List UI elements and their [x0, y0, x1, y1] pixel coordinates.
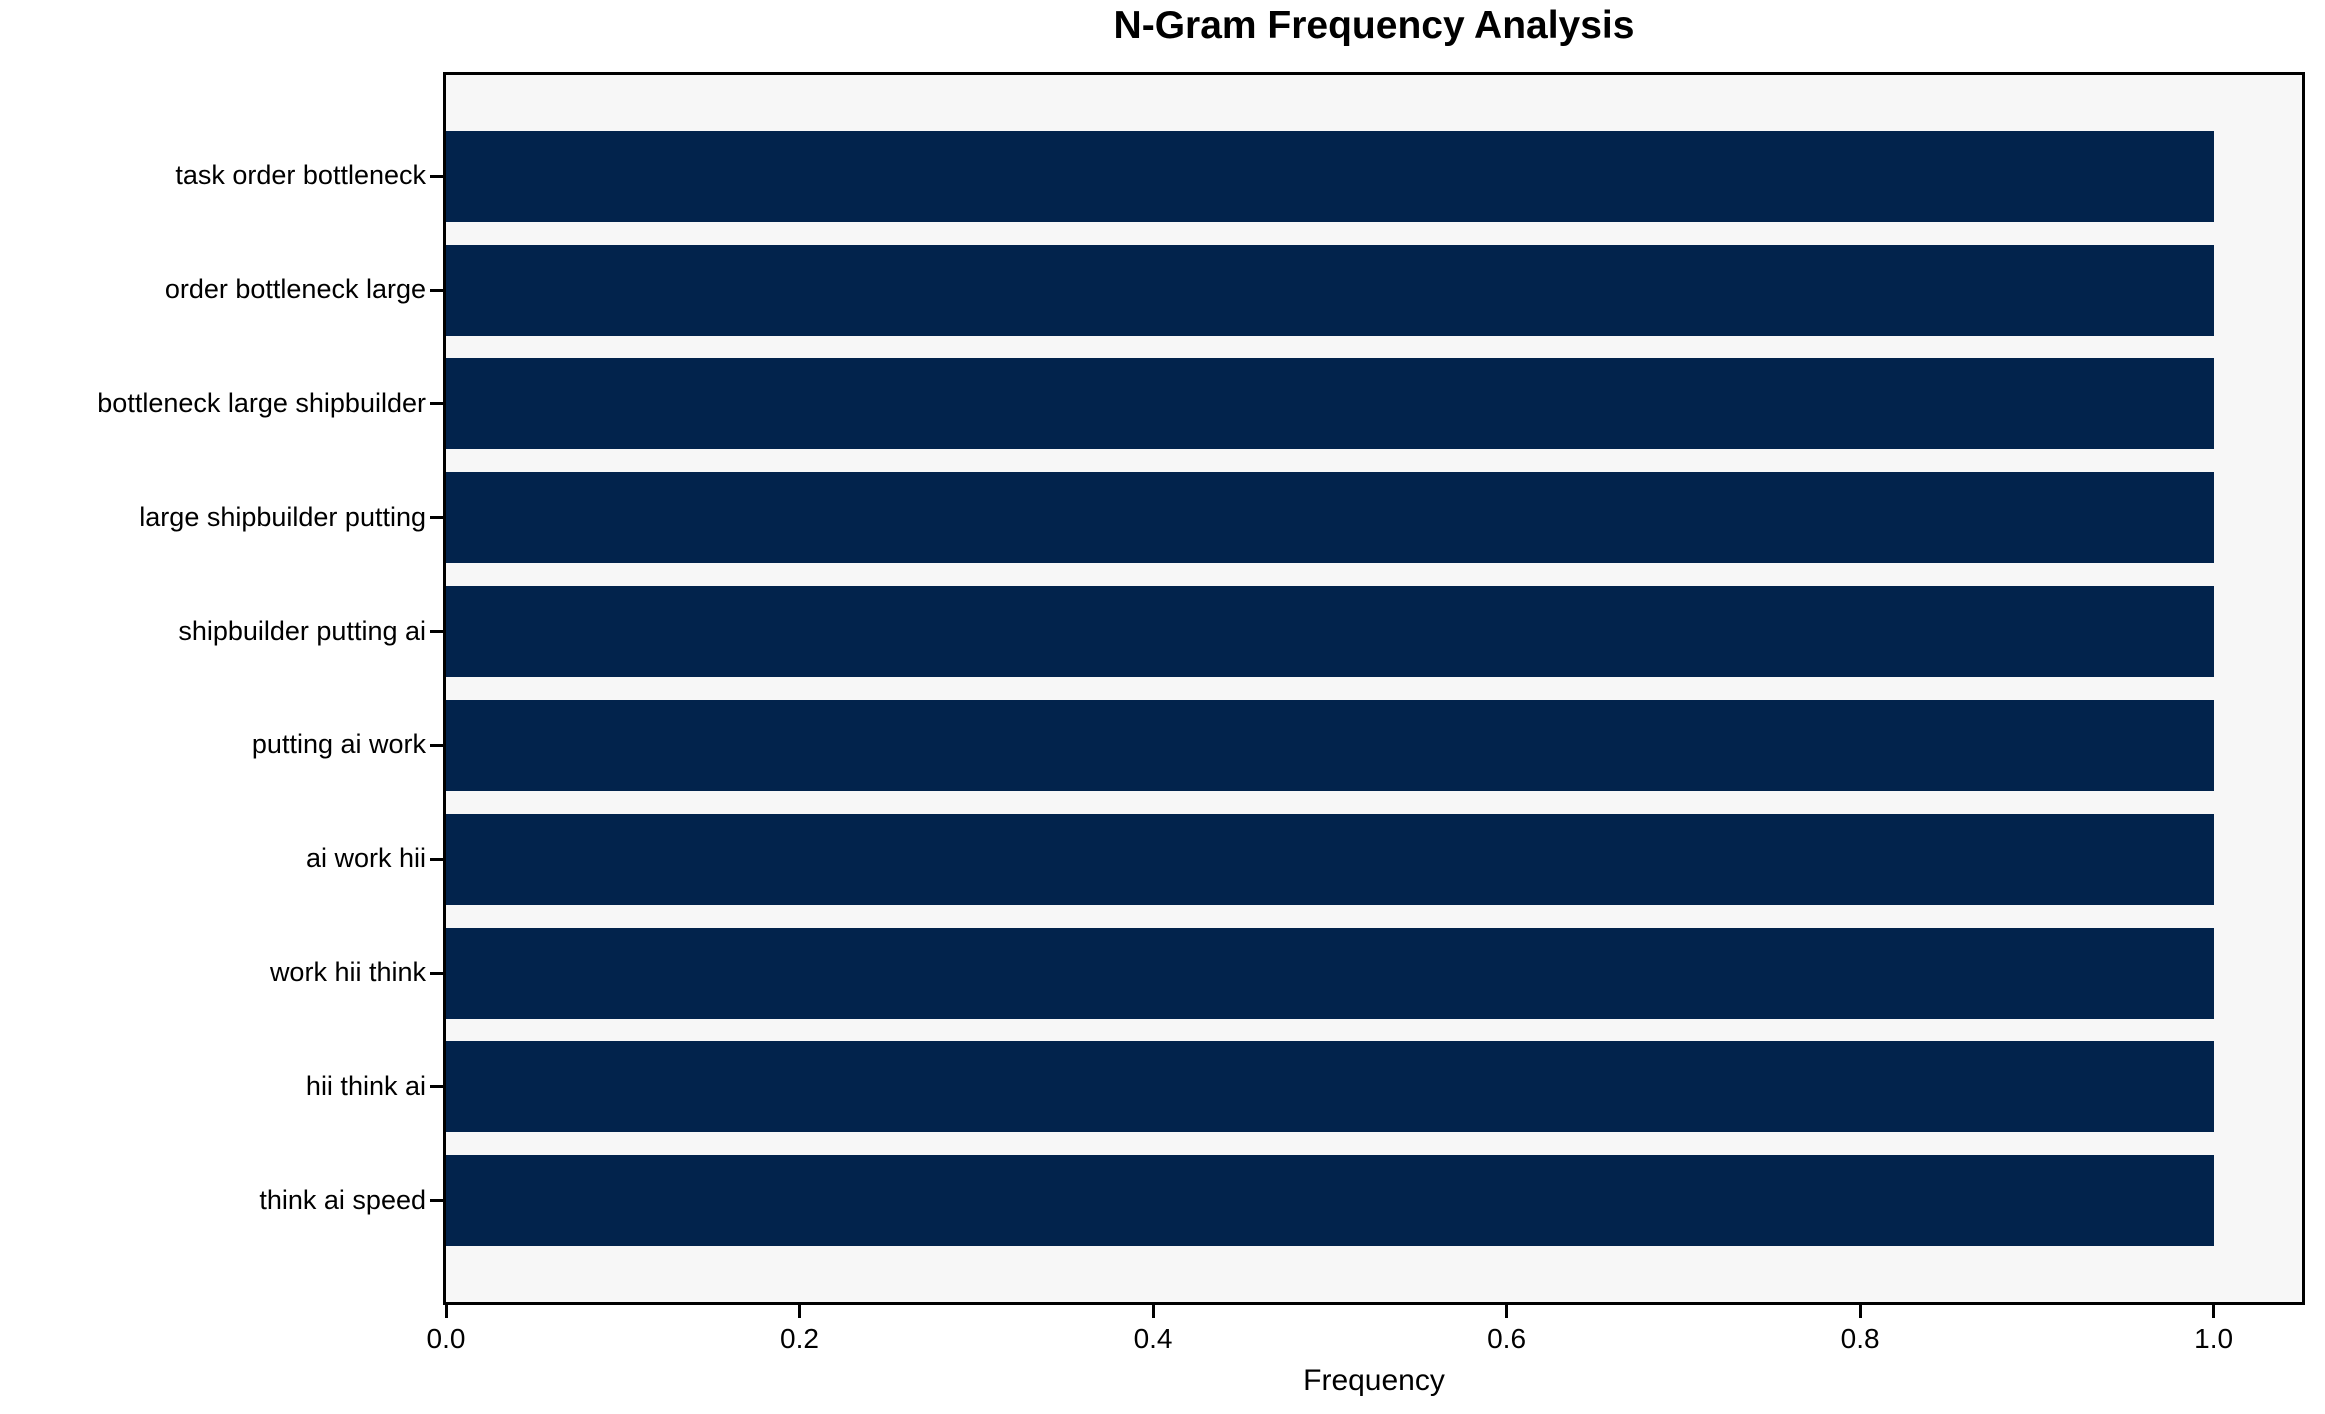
bar [446, 699, 2214, 791]
x-tick-mark [798, 1305, 802, 1318]
x-tick-mark [1505, 1305, 1509, 1318]
x-tick-mark [1858, 1305, 1862, 1318]
x-tick-label: 0.2 [780, 1323, 819, 1354]
y-tick-label: large shipbuilder putting [139, 501, 426, 532]
bar [446, 1041, 2214, 1133]
y-tick-mark [430, 174, 443, 178]
bar [446, 927, 2214, 1019]
bar [446, 1155, 2214, 1247]
y-tick-label: think ai speed [259, 1184, 426, 1215]
bar [446, 358, 2214, 450]
x-tick-label: 0.0 [426, 1323, 466, 1354]
x-tick-label: 0.8 [1840, 1323, 1880, 1354]
bar [446, 472, 2214, 564]
y-tick-mark [430, 288, 443, 292]
x-tick-mark [2212, 1305, 2216, 1318]
x-tick-label: 1.0 [2194, 1323, 2234, 1354]
y-tick-label: order bottleneck large [164, 274, 426, 305]
y-tick-mark [430, 630, 443, 634]
x-tick-label: 0.6 [1487, 1323, 1527, 1354]
plot-area [443, 72, 2305, 1305]
y-tick-mark [430, 1085, 443, 1089]
x-axis-label: Frequency [1303, 1364, 1445, 1397]
y-tick-label: ai work hii [305, 843, 426, 874]
bar [446, 130, 2214, 222]
y-tick-mark [430, 1199, 443, 1203]
y-tick-mark [430, 402, 443, 406]
y-tick-label: shipbuilder putting ai [178, 615, 426, 646]
x-tick-mark [1151, 1305, 1155, 1318]
y-tick-label: work hii think [269, 957, 426, 988]
y-tick-mark [430, 857, 443, 861]
y-tick-mark [430, 743, 443, 747]
bar [446, 244, 2214, 336]
y-tick-label: bottleneck large shipbuilder [97, 387, 426, 418]
bar [446, 813, 2214, 905]
y-tick-label: task order bottleneck [175, 160, 426, 191]
chart-title: N-Gram Frequency Analysis [1113, 4, 1635, 47]
x-tick-mark [444, 1305, 448, 1318]
y-tick-mark [430, 971, 443, 975]
y-tick-label: hii think ai [305, 1070, 426, 1101]
y-tick-label: putting ai work [251, 729, 426, 760]
y-tick-mark [430, 516, 443, 520]
x-tick-label: 0.4 [1133, 1323, 1173, 1354]
bar [446, 586, 2214, 678]
